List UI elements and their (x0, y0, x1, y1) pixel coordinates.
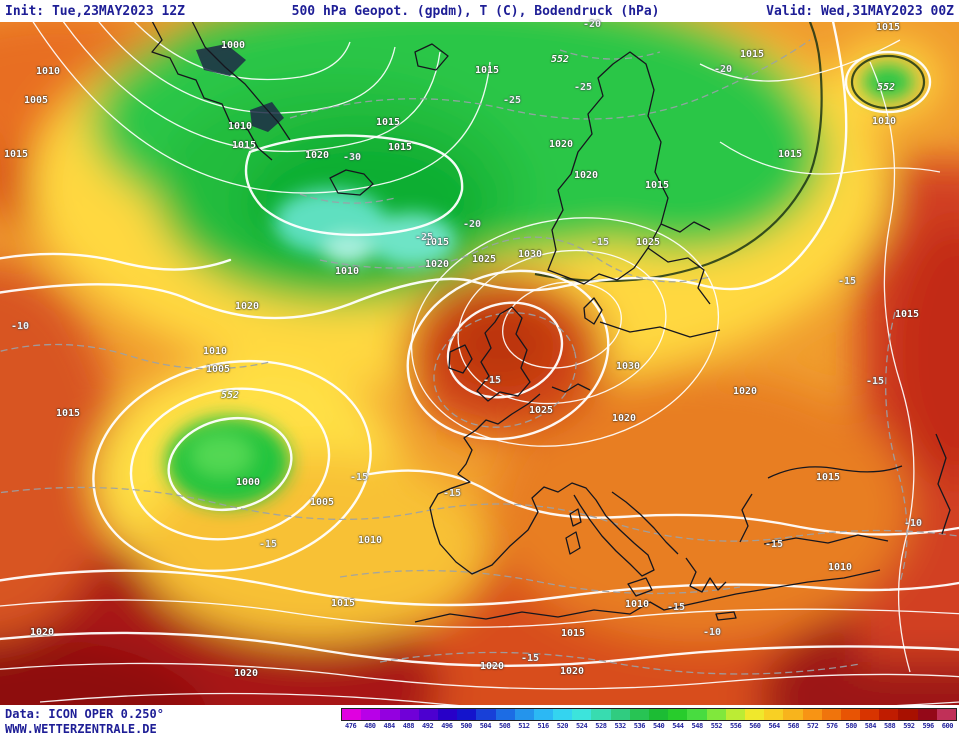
colorbar-cell (764, 709, 784, 720)
colorbar-tick: 504 (479, 722, 492, 730)
colorbar-tick: 484 (383, 722, 396, 730)
colorbar-cell (687, 709, 707, 720)
colorbar-cell (342, 709, 362, 720)
colorbar-tick: 552 (710, 722, 723, 730)
colorbar-tick: 548 (691, 722, 704, 730)
colorbar-cell (361, 709, 381, 720)
website-label: WWW.WETTERZENTRALE.DE (5, 722, 157, 736)
colorbar-tick: 540 (653, 722, 665, 730)
map-area (0, 22, 959, 705)
colorbar-cell (553, 709, 573, 720)
colorbar-cell (744, 709, 765, 720)
greenland-terrain (196, 44, 284, 132)
colorbar-cell (725, 709, 745, 720)
coastlines (151, 22, 951, 623)
colorbar-cell (649, 709, 669, 720)
colorbar-cell (399, 709, 419, 720)
colorbar-cell (476, 709, 496, 720)
colorbar-gradient (341, 708, 957, 721)
colorbar-tick: 580 (845, 722, 858, 730)
map-title: 500 hPa Geopot. (gpdm), T (C), Bodendruc… (291, 3, 660, 19)
color-field-detail (166, 64, 914, 507)
footer-text: Data: ICON OPER 0.250° WWW.WETTERZENTRAL… (5, 707, 164, 737)
colorbar: 476 480 484 488 492 496 500 504 508 512 516 520 524 5… (341, 708, 957, 730)
init-time-label: Init: Tue,23MAY2023 12Z (5, 3, 186, 19)
colorbar-cell (898, 709, 918, 720)
map-header: Init: Tue,23MAY2023 12Z 500 hPa Geopot. … (0, 0, 959, 22)
valid-time-label: Valid: Wed,31MAY2023 00Z (766, 3, 954, 19)
colorbar-tick: 544 (672, 722, 684, 730)
colorbar-cell (879, 709, 899, 720)
colorbar-tick: 524 (576, 722, 588, 730)
colorbar-tick: 492 (422, 722, 434, 730)
colorbar-tick: 520 (556, 722, 569, 730)
colorbar-tick: 568 (787, 722, 800, 730)
colorbar-tick: 584 (864, 722, 877, 730)
colorbar-cell (610, 709, 630, 720)
colorbar-tick: 588 (884, 722, 896, 730)
colorbar-cell (706, 709, 726, 720)
colorbar-cell (437, 709, 458, 720)
colorbar-tick-labels: 476 480 484 488 492 496 500 504 508 512 516 520 524 5… (341, 722, 957, 730)
geopotential-contours (0, 22, 959, 668)
colorbar-tick: 508 (499, 722, 511, 730)
colorbar-cell (418, 709, 438, 720)
colorbar-cell (591, 709, 611, 720)
colorbar-cell (668, 709, 688, 720)
colorbar-tick: 556 (730, 722, 742, 730)
colorbar-tick: 512 (518, 722, 530, 730)
colorbar-tick: 600 (941, 722, 954, 730)
colorbar-cell (802, 709, 822, 720)
colorbar-cell (495, 709, 515, 720)
colorbar-cell (533, 709, 554, 720)
colorbar-tick: 532 (614, 722, 627, 730)
colorbar-cell (380, 709, 400, 720)
colorbar-tick: 500 (460, 722, 473, 730)
colorbar-tick: 564 (768, 722, 781, 730)
data-source-label: Data: ICON OPER 0.250° (5, 707, 164, 721)
colorbar-cell (783, 709, 803, 720)
colorbar-tick: 516 (537, 722, 550, 730)
colorbar-tick: 480 (364, 722, 376, 730)
colorbar-cell (457, 709, 477, 720)
colorbar-cell (917, 709, 937, 720)
temperature-contours (0, 39, 959, 675)
colorbar-cell (936, 709, 956, 720)
colorbar-tick: 592 (903, 722, 915, 730)
colorbar-tick: 536 (633, 722, 646, 730)
colorbar-cell (514, 709, 534, 720)
colorbar-tick: 576 (826, 722, 838, 730)
colorbar-tick: 528 (595, 722, 607, 730)
colorbar-tick: 476 (345, 722, 357, 730)
color-field (0, 22, 959, 705)
colorbar-tick: 496 (441, 722, 453, 730)
map-footer: Data: ICON OPER 0.250° WWW.WETTERZENTRAL… (0, 705, 959, 741)
colorbar-tick: 596 (922, 722, 935, 730)
colorbar-tick: 560 (749, 722, 761, 730)
colorbar-cell (572, 709, 592, 720)
colorbar-cell (840, 709, 861, 720)
colorbar-cell (860, 709, 880, 720)
colorbar-tick: 572 (807, 722, 819, 730)
colorbar-cell (629, 709, 649, 720)
map-graphic (0, 22, 959, 705)
isobar-contours (0, 22, 959, 705)
trough-boundary-contour (534, 22, 926, 283)
colorbar-tick: 488 (402, 722, 415, 730)
colorbar-cell (821, 709, 841, 720)
